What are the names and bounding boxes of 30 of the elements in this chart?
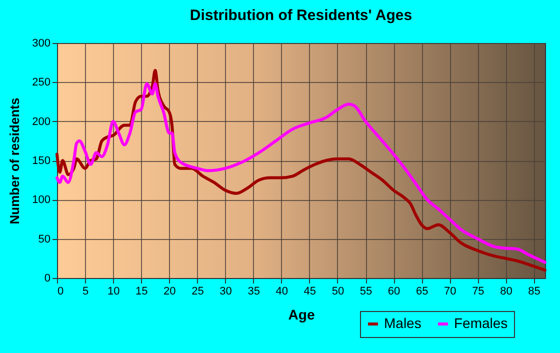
x-tick-label: 35	[248, 286, 260, 298]
x-tick-label: 70	[444, 286, 456, 298]
x-tick-label: 25	[192, 286, 204, 298]
x-tick-label: 10	[107, 286, 120, 298]
x-axis-title: Age	[288, 306, 315, 322]
x-tick-label: 80	[500, 286, 512, 298]
x-tick-label: 60	[388, 286, 400, 298]
y-tick-label: 250	[32, 76, 50, 89]
legend-label: Females	[454, 315, 508, 331]
x-tick-label: 30	[220, 286, 232, 298]
x-tick-label: 20	[164, 286, 176, 298]
x-tick-label: 85	[528, 286, 540, 298]
x-tick-label: 40	[276, 286, 288, 298]
x-tick-label: 75	[472, 286, 484, 298]
y-tick-label: 100	[32, 194, 50, 206]
x-tick-label: 55	[360, 286, 372, 298]
x-tick-label: 65	[416, 286, 428, 298]
x-tick-label: 0	[58, 286, 64, 298]
chart-title: Distribution of Residents' Ages	[190, 7, 412, 24]
x-tick-label: 45	[304, 286, 316, 298]
y-tick-label: 200	[32, 116, 50, 128]
y-tick-label: 50	[38, 233, 50, 246]
x-tick-label: 50	[332, 286, 344, 298]
y-tick-label: 0	[44, 272, 50, 284]
y-axis-title: Number of residents	[7, 98, 22, 224]
y-tick-label: 150	[32, 155, 50, 167]
legend-label: Males	[384, 315, 422, 331]
y-tick-label: 300	[32, 38, 50, 50]
x-tick-label: 15	[136, 286, 148, 298]
x-tick-label: 5	[82, 286, 89, 298]
